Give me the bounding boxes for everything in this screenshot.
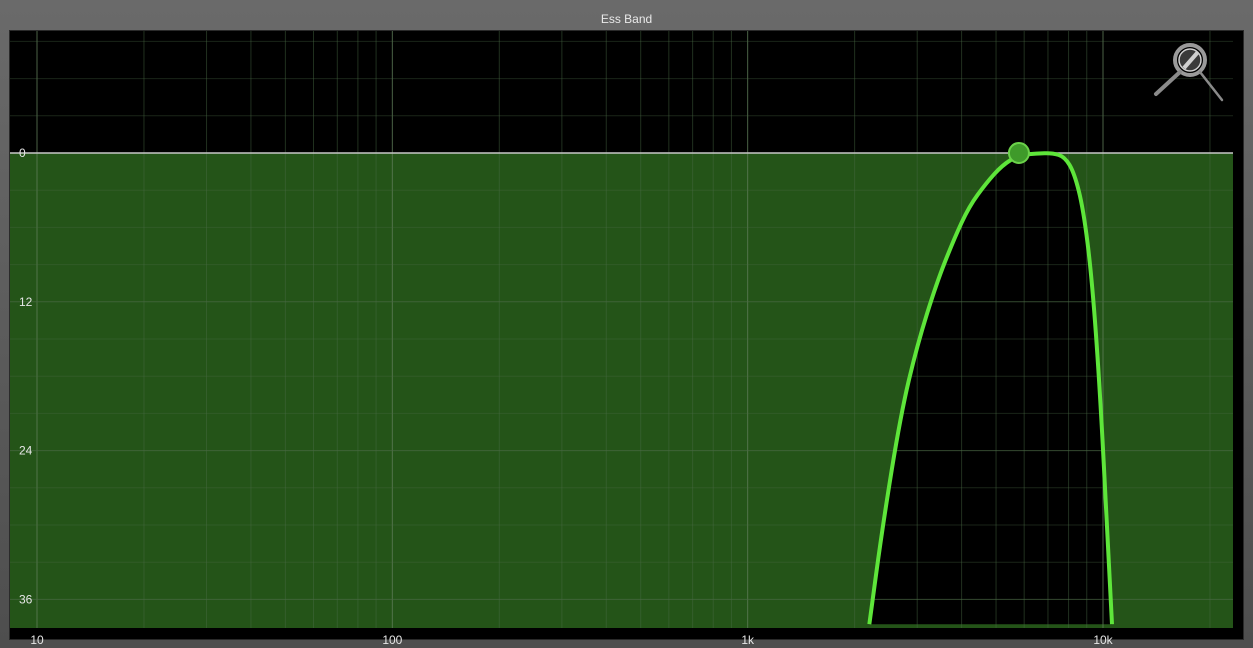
x-tick-label: 100 (382, 633, 402, 647)
y-tick-label: 36 (19, 592, 33, 606)
x-tick-label: 10k (1093, 633, 1113, 647)
band-handle[interactable] (1007, 142, 1030, 164)
magnifier-zoom-icon (1154, 43, 1224, 102)
x-tick-label: 1k (741, 633, 755, 647)
band-notch-area (869, 153, 1112, 625)
y-tick-label: 0 (19, 146, 26, 160)
window-title: Ess Band (600, 12, 653, 26)
y-tick-label: 24 (19, 444, 33, 458)
zoom-button[interactable] (1154, 43, 1224, 102)
y-tick-label: 12 (19, 295, 33, 309)
x-tick-label: 10 (30, 633, 44, 647)
